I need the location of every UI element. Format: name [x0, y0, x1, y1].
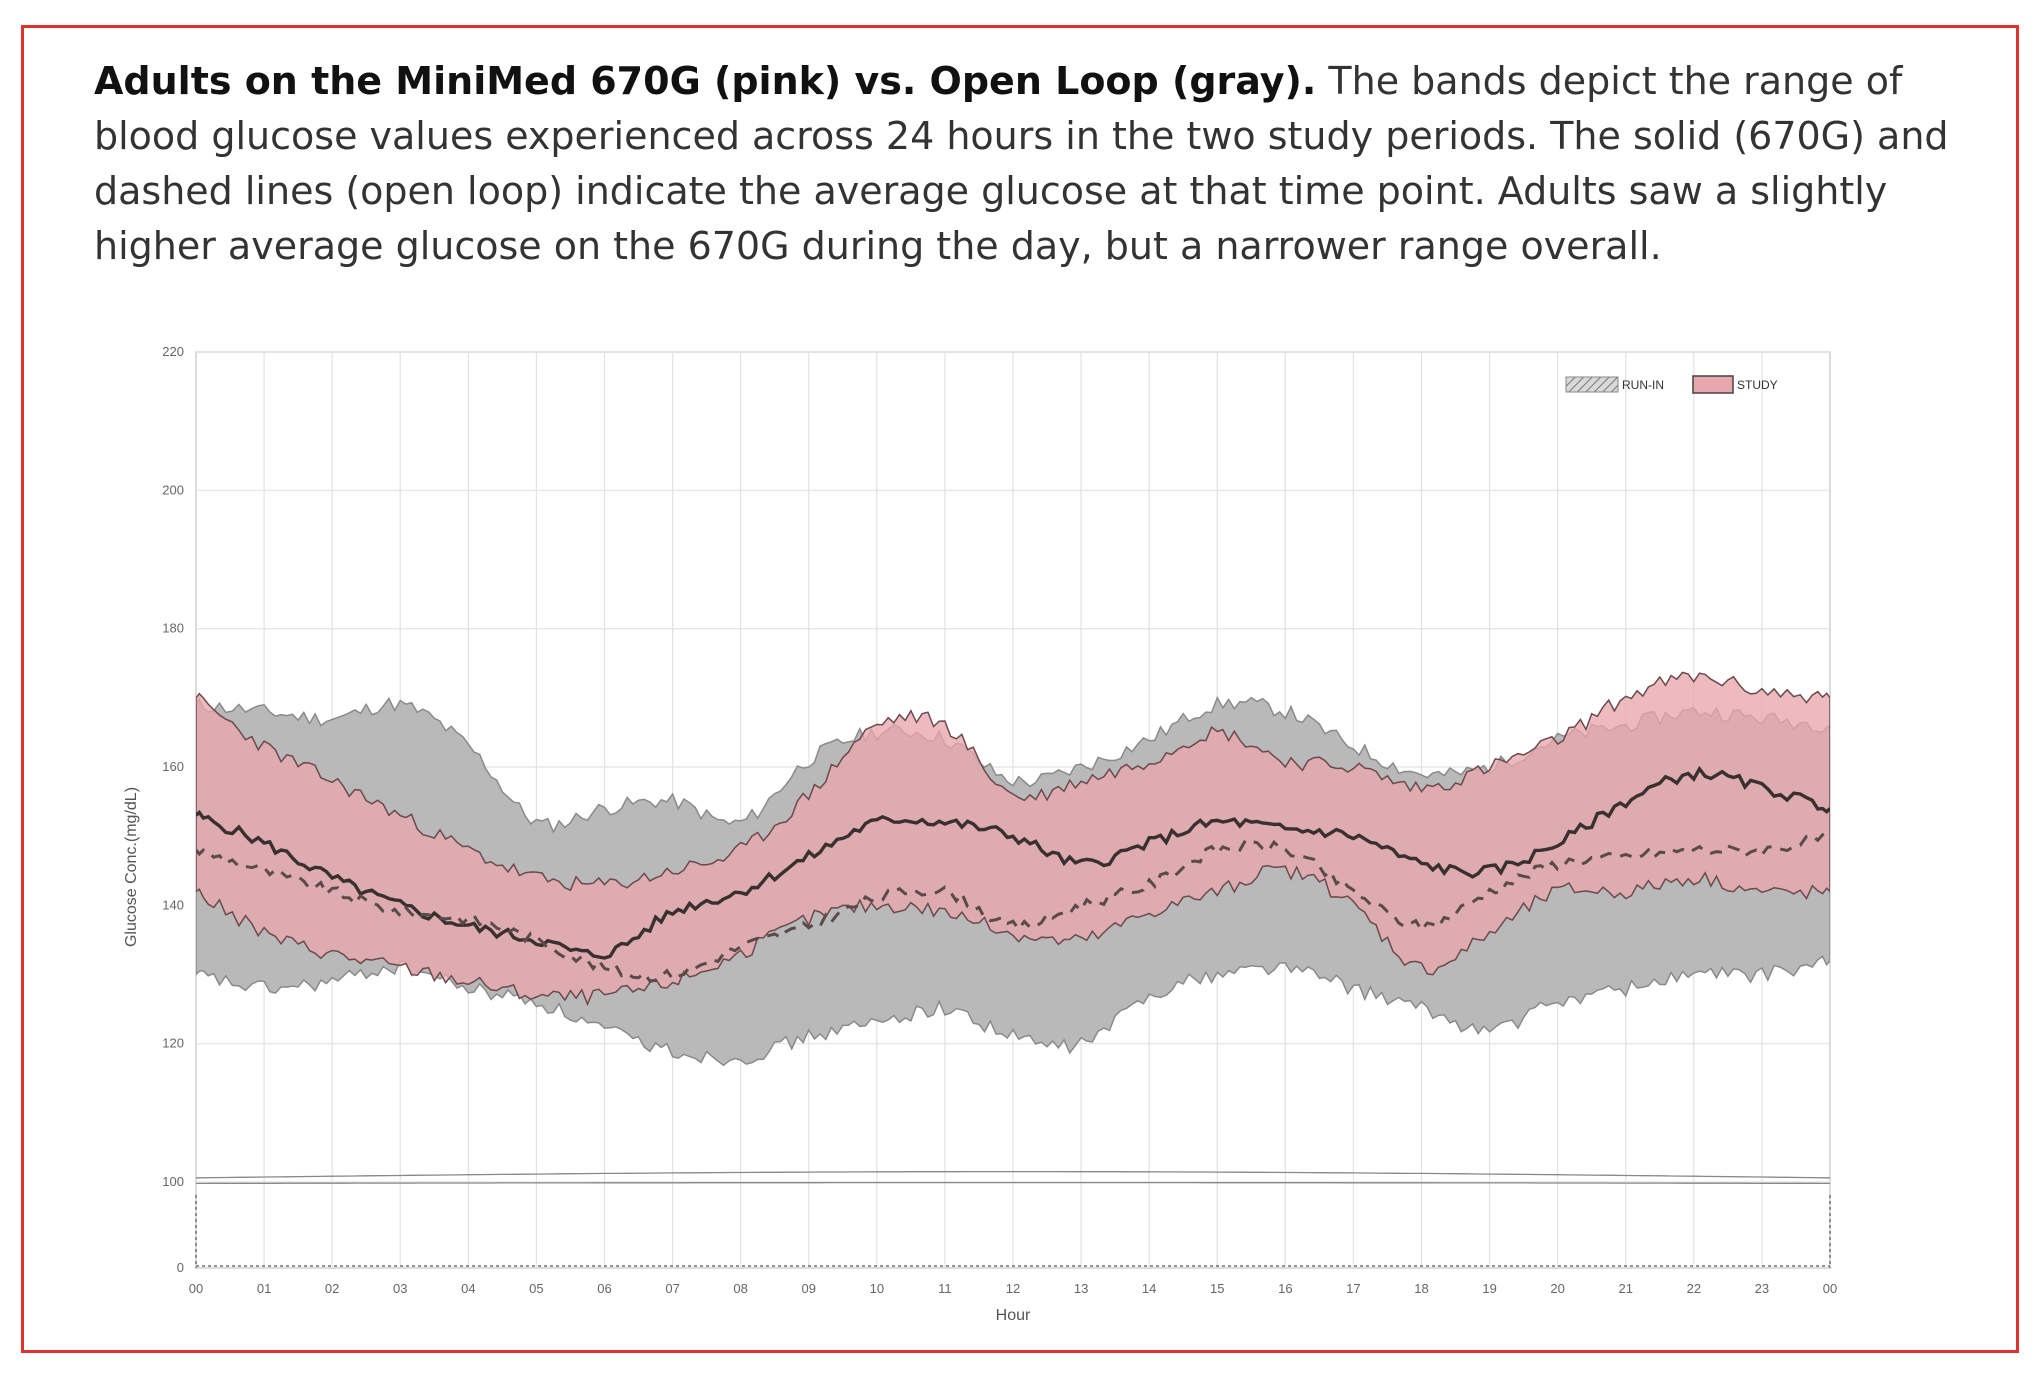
- x-tick-label: 17: [1346, 1281, 1360, 1296]
- x-tick-label: 22: [1687, 1281, 1701, 1296]
- figure-caption: Adults on the MiniMed 670G (pink) vs. Op…: [94, 54, 2019, 274]
- x-tick-label: 01: [257, 1281, 271, 1296]
- y-tick-label: 220: [162, 344, 184, 359]
- x-tick-label: 12: [1006, 1281, 1020, 1296]
- x-tick-label: 19: [1482, 1281, 1496, 1296]
- y-tick-label: 120: [162, 1036, 184, 1051]
- legend-label-runin: RUN-IN: [1622, 378, 1664, 392]
- x-axis-title: Hour: [996, 1307, 1031, 1324]
- caption-body: The bands depict the range of blood gluc…: [94, 59, 1949, 268]
- x-tick-label: 11: [938, 1281, 952, 1296]
- x-tick-label: 03: [393, 1281, 407, 1296]
- y-tick-label: 100: [162, 1174, 184, 1189]
- x-tick-label: 10: [870, 1281, 884, 1296]
- y-tick-label: 140: [162, 897, 184, 912]
- x-tick-label: 06: [597, 1281, 611, 1296]
- x-tick-label: 09: [802, 1281, 816, 1296]
- legend-swatch-runin: [1565, 376, 1619, 393]
- y-axis-title: Glucose Conc.(mg/dL): [123, 787, 140, 947]
- x-tick-label: 21: [1619, 1281, 1633, 1296]
- y-tick-label: 0: [177, 1260, 184, 1275]
- x-tick-label: 15: [1210, 1281, 1224, 1296]
- x-tick-label: 02: [325, 1281, 339, 1296]
- legend-swatch-study: [1692, 375, 1734, 394]
- legend: RUN-IN STUDY: [1565, 375, 1778, 394]
- legend-label-study: STUDY: [1737, 378, 1778, 392]
- study-mean-line: [196, 765, 1830, 960]
- x-tick-label: 07: [665, 1281, 679, 1296]
- x-tick-label: 23: [1755, 1281, 1769, 1296]
- caption-title: Adults on the MiniMed 670G (pink) vs. Op…: [94, 59, 1317, 103]
- x-tick-label: 14: [1142, 1281, 1156, 1296]
- x-tick-label: 18: [1414, 1281, 1428, 1296]
- x-tick-label: 00: [1823, 1281, 1837, 1296]
- x-tick-label: 04: [461, 1281, 475, 1296]
- x-tick-label: 08: [733, 1281, 747, 1296]
- lower-trace-lower: [196, 1181, 1830, 1185]
- lower-trace-upper: [196, 1170, 1830, 1179]
- data-layer: [196, 671, 1830, 1067]
- runin-mean-line: [196, 830, 1830, 983]
- y-tick-label: 180: [162, 621, 184, 636]
- x-tick-label: 20: [1550, 1281, 1564, 1296]
- x-tick-label: 05: [529, 1281, 543, 1296]
- x-tick-label: 13: [1074, 1281, 1088, 1296]
- y-tick-label: 200: [162, 482, 184, 497]
- x-tick-label: 00: [189, 1281, 203, 1296]
- y-tick-label: 160: [162, 759, 184, 774]
- x-tick-label: 16: [1278, 1281, 1292, 1296]
